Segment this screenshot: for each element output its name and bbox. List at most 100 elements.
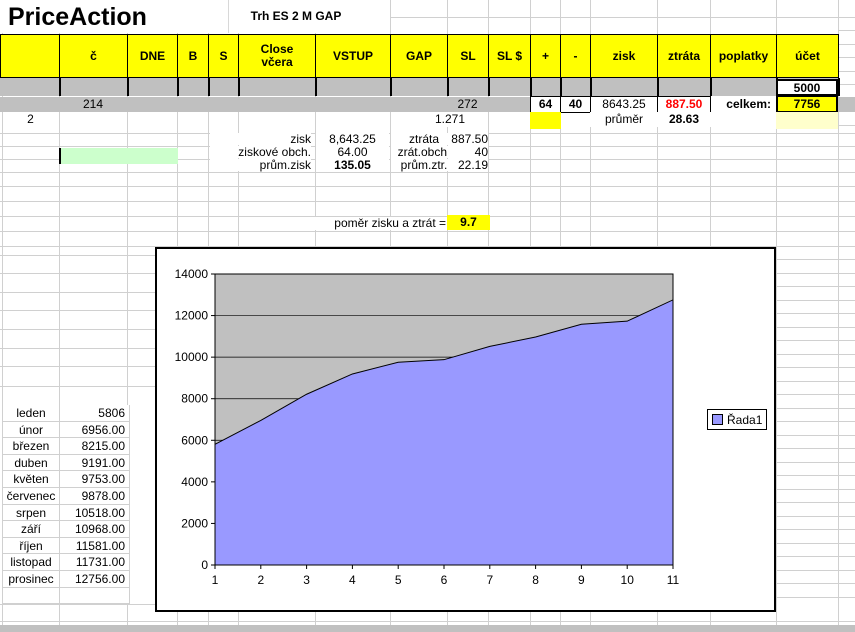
balance-row-cell[interactable] [488, 78, 530, 96]
market-cell: Trh ES 2 M GAP [228, 0, 390, 33]
svg-text:3: 3 [303, 573, 310, 587]
month-name-cell[interactable]: říjen [2, 537, 59, 555]
header-cell-close-včera: Close včera [238, 34, 316, 78]
month-value-cell[interactable]: 6956.00 [59, 421, 130, 439]
month-name-cell[interactable]: květen [2, 471, 59, 488]
month-name-cell[interactable] [2, 587, 59, 605]
month-value-cell[interactable]: 5806 [59, 405, 130, 422]
month-value-cell[interactable]: 9753.00 [59, 471, 130, 488]
balance-row-cell[interactable] [390, 78, 447, 96]
title-cell: PriceAction [0, 0, 228, 33]
stat-value-avg-loss: 22.19 [447, 159, 488, 171]
stat-label-profit: zisk [210, 133, 311, 145]
svg-text:8000: 8000 [181, 392, 208, 406]
total-profit-cell[interactable]: 8643.25 [590, 96, 658, 113]
account-total-cell[interactable]: 7756 [776, 95, 838, 113]
trade-count-cell[interactable]: 214 [82, 97, 104, 111]
balance-row-cell[interactable] [447, 78, 488, 96]
losses-cell[interactable]: 40 [560, 96, 591, 113]
balance-row-cell[interactable] [238, 78, 315, 96]
month-name-cell[interactable]: únor [2, 421, 59, 439]
stat-label-win-trades: ziskové obch. [210, 146, 311, 158]
month-value-cell[interactable]: 8215.00 [59, 438, 130, 455]
balance-row-cell[interactable] [127, 78, 177, 96]
current-sl-cell[interactable]: 1.271 [420, 112, 465, 127]
month-value-cell[interactable]: 10518.00 [59, 504, 130, 522]
svg-text:0: 0 [201, 558, 208, 572]
stat-label-loss: ztráta [391, 133, 457, 145]
svg-text:10000: 10000 [175, 350, 209, 364]
header-cell-ztráta: ztráta [657, 34, 711, 78]
balance-row-cell[interactable] [530, 78, 560, 96]
month-name-cell[interactable]: červenec [2, 488, 59, 505]
balance-row-cell[interactable] [710, 78, 776, 96]
market-label: Trh ES 2 M GAP [250, 9, 342, 23]
header-cell-s: S [208, 34, 239, 78]
month-name-cell[interactable]: listopad [2, 554, 59, 571]
average-value-cell[interactable]: 28.63 [657, 112, 711, 127]
header-cell-b: B [177, 34, 209, 78]
month-value-cell[interactable]: 10968.00 [59, 521, 130, 538]
selected-input-cell[interactable] [59, 148, 178, 164]
month-value-cell[interactable]: 11581.00 [59, 537, 130, 555]
svg-text:1: 1 [212, 573, 219, 587]
month-value-cell[interactable] [59, 587, 130, 605]
header-cell-blank [0, 34, 60, 78]
header-cell-+: + [530, 34, 561, 78]
balance-row-cell[interactable] [315, 78, 390, 96]
balance-row-cell[interactable] [0, 78, 59, 96]
account-next-cell[interactable] [776, 112, 838, 129]
header-cell-účet: účet [776, 34, 839, 78]
month-name-cell[interactable]: březen [2, 438, 59, 455]
balance-row-cell[interactable] [657, 78, 710, 96]
start-balance-cell[interactable]: 5000 [776, 79, 838, 96]
ratio-value-cell[interactable]: 9.7 [447, 215, 490, 230]
ratio-label: poměr zisku a ztrát = [246, 217, 446, 230]
chart-legend: Řada1 [707, 409, 767, 430]
stat-label-avg-loss: prům.ztr. [391, 159, 457, 171]
svg-text:8: 8 [532, 573, 539, 587]
month-value-cell[interactable]: 9191.00 [59, 454, 130, 472]
stat-value-profit: 8,643.25 [316, 133, 389, 145]
balance-row-cell[interactable] [838, 78, 840, 96]
equity-chart: 0 2000 4000 6000 8000 10000 12000 14000 1 2 3 4 5 6 7 8… [155, 247, 776, 612]
balance-row-cell[interactable] [59, 78, 127, 96]
header-cell-č: č [59, 34, 128, 78]
stat-label-avg-profit: prům.zisk [210, 159, 311, 171]
app-title: PriceAction [8, 3, 147, 31]
month-name-cell[interactable]: duben [2, 454, 59, 472]
balance-row-cell[interactable] [208, 78, 238, 96]
totals-sl-cell[interactable]: 272 [457, 97, 478, 111]
wins-cell[interactable]: 64 [530, 96, 561, 113]
contracts-cell[interactable]: 2 [27, 112, 34, 126]
svg-text:4: 4 [349, 573, 356, 587]
month-value-cell[interactable]: 12756.00 [59, 571, 130, 588]
header-cell-sl-$: SL $ [488, 34, 531, 78]
balance-row-cell[interactable] [590, 78, 657, 96]
balance-row-cell[interactable] [177, 78, 208, 96]
svg-text:10: 10 [621, 573, 635, 587]
stat-label-loss-trades: zrát.obch. [391, 146, 457, 158]
svg-text:9: 9 [578, 573, 585, 587]
balance-row-cell[interactable] [560, 78, 590, 96]
month-value-cell[interactable]: 9878.00 [59, 488, 130, 505]
stat-value-win-trades: 64.00 [316, 146, 389, 158]
average-label: průměr [590, 112, 658, 127]
stat-value-loss: 887.50 [447, 133, 488, 145]
month-name-cell[interactable]: leden [2, 405, 59, 422]
month-name-cell[interactable]: srpen [2, 504, 59, 522]
bottom-scroll-edge[interactable] [0, 625, 855, 632]
total-label: celkem: [711, 96, 776, 113]
svg-text:12000: 12000 [175, 309, 209, 323]
svg-text:6: 6 [441, 573, 448, 587]
legend-series-label: Řada1 [727, 412, 763, 427]
month-name-cell[interactable]: prosinec [2, 571, 59, 588]
header-cell-dne: DNE [127, 34, 178, 78]
month-value-cell[interactable]: 11731.00 [59, 554, 130, 571]
svg-text:7: 7 [486, 573, 493, 587]
month-name-cell[interactable]: září [2, 521, 59, 538]
total-loss-cell[interactable]: 887.50 [657, 96, 711, 113]
svg-text:14000: 14000 [175, 267, 209, 281]
highlight-empty-cell[interactable] [530, 112, 561, 129]
